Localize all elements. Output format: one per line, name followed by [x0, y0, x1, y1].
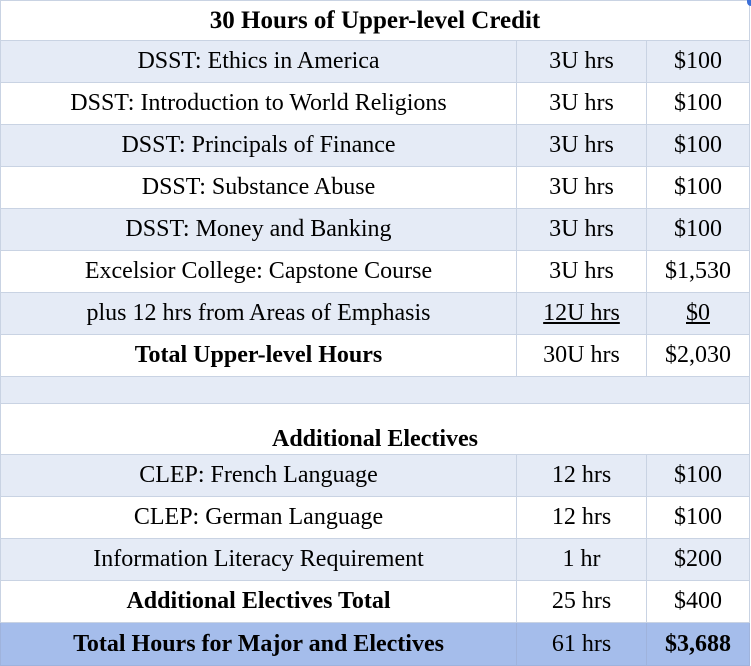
- course-name: CLEP: French Language: [0, 454, 517, 497]
- table-row: Information Literacy Requirement 1 hr $2…: [0, 538, 751, 581]
- blank-cell: [0, 403, 751, 424]
- course-hours: 3U hrs: [516, 124, 647, 167]
- electives-total-cost: $400: [645, 580, 751, 623]
- course-hours: 12 hrs: [516, 454, 647, 497]
- course-hours: 3U hrs: [516, 166, 647, 209]
- table-row: DSST: Money and Banking 3U hrs $100: [0, 208, 751, 251]
- course-cost: $0: [645, 292, 751, 335]
- electives-title: Additional Electives: [0, 424, 751, 455]
- table-row: DSST: Ethics in America 3U hrs $100: [0, 40, 751, 83]
- course-cost: $100: [645, 82, 751, 125]
- table-row: Excelsior College: Capstone Course 3U hr…: [0, 250, 751, 293]
- course-name: DSST: Money and Banking: [0, 208, 517, 251]
- course-name: DSST: Introduction to World Religions: [0, 82, 517, 125]
- grand-total-row: Total Hours for Major and Electives 61 h…: [0, 622, 751, 666]
- course-name: DSST: Ethics in America: [0, 40, 517, 83]
- course-hours: 12U hrs: [516, 292, 647, 335]
- course-cost: $100: [645, 454, 751, 497]
- course-cost: $100: [645, 124, 751, 167]
- table-row: CLEP: German Language 12 hrs $100: [0, 496, 751, 539]
- spacer-row: [0, 376, 751, 404]
- course-name: Excelsior College: Capstone Course: [0, 250, 517, 293]
- grand-total-hours: 61 hrs: [516, 622, 647, 666]
- course-hours: 1 hr: [516, 538, 647, 581]
- course-cost: $1,530: [645, 250, 751, 293]
- course-hours: 3U hrs: [516, 40, 647, 83]
- electives-total-row: Additional Electives Total 25 hrs $400: [0, 580, 751, 623]
- upper-total-row: Total Upper-level Hours 30U hrs $2,030: [0, 334, 751, 377]
- course-cost: $200: [645, 538, 751, 581]
- course-name: DSST: Principals of Finance: [0, 124, 517, 167]
- course-hours: 3U hrs: [516, 82, 647, 125]
- course-cost: $100: [645, 208, 751, 251]
- upper-total-label: Total Upper-level Hours: [0, 334, 517, 377]
- corner-marker: [747, 0, 751, 6]
- course-cost: $100: [645, 40, 751, 83]
- grand-total-label: Total Hours for Major and Electives: [0, 622, 517, 666]
- course-name: Information Literacy Requirement: [0, 538, 517, 581]
- table-row: DSST: Substance Abuse 3U hrs $100: [0, 166, 751, 209]
- course-hours: 12 hrs: [516, 496, 647, 539]
- electives-total-hours: 25 hrs: [516, 580, 647, 623]
- upper-title-row: 30 Hours of Upper-level Credit: [0, 0, 751, 41]
- electives-title-row: Additional Electives: [0, 424, 751, 455]
- upper-total-cost: $2,030: [645, 334, 751, 377]
- grand-total-cost: $3,688: [645, 622, 751, 666]
- table-row: DSST: Introduction to World Religions 3U…: [0, 82, 751, 125]
- spacer-cell: [0, 376, 751, 404]
- upper-title: 30 Hours of Upper-level Credit: [0, 0, 751, 41]
- course-cost: $100: [645, 496, 751, 539]
- table-row: CLEP: French Language 12 hrs $100: [0, 454, 751, 497]
- course-hours: 3U hrs: [516, 250, 647, 293]
- table-row: plus 12 hrs from Areas of Emphasis 12U h…: [0, 292, 751, 335]
- course-name: DSST: Substance Abuse: [0, 166, 517, 209]
- upper-total-hours: 30U hrs: [516, 334, 647, 377]
- course-name: plus 12 hrs from Areas of Emphasis: [0, 292, 517, 335]
- course-hours: 3U hrs: [516, 208, 647, 251]
- course-cost: $100: [645, 166, 751, 209]
- electives-total-label: Additional Electives Total: [0, 580, 517, 623]
- blank-row: [0, 403, 751, 424]
- table-row: DSST: Principals of Finance 3U hrs $100: [0, 124, 751, 167]
- course-name: CLEP: German Language: [0, 496, 517, 539]
